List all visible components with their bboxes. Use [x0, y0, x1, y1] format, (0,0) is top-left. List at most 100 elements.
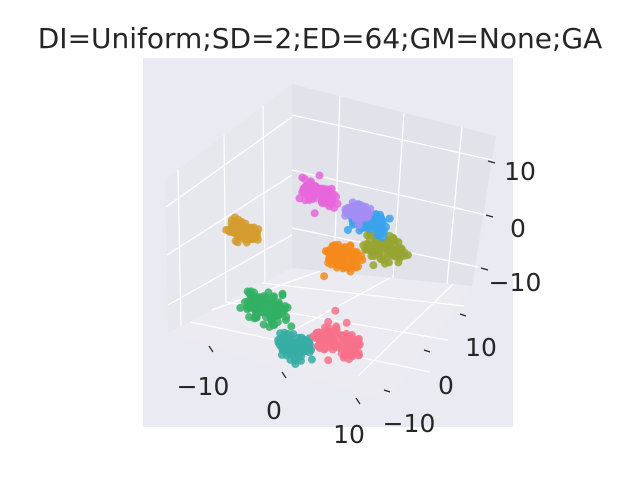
data-point — [394, 238, 403, 247]
data-point — [364, 212, 373, 221]
data-point — [327, 197, 336, 206]
y-tick-label: −10 — [383, 409, 436, 438]
data-point — [302, 346, 311, 355]
data-point — [385, 214, 394, 223]
data-point — [357, 204, 366, 213]
data-point — [337, 259, 346, 268]
data-point — [256, 299, 265, 308]
data-point — [331, 306, 340, 315]
data-point — [331, 343, 339, 352]
data-point — [230, 229, 239, 237]
data-point — [287, 322, 296, 331]
data-point — [277, 350, 286, 359]
data-point — [332, 322, 341, 331]
data-point — [346, 247, 355, 255]
data-point — [275, 339, 284, 347]
scatter-points — [222, 171, 412, 368]
data-point — [354, 253, 362, 262]
data-point — [296, 356, 305, 365]
data-point — [369, 261, 378, 270]
x-tick-label: 0 — [266, 396, 282, 425]
data-point — [301, 196, 310, 205]
data-point — [280, 328, 289, 337]
pane-back — [292, 84, 496, 286]
data-point — [343, 226, 352, 234]
data-point — [255, 293, 263, 302]
data-point — [300, 185, 309, 194]
data-point — [350, 262, 358, 271]
data-point — [239, 229, 248, 238]
data-point — [320, 189, 329, 198]
data-point — [290, 338, 299, 347]
data-point — [350, 343, 359, 352]
data-point — [236, 303, 245, 312]
data-point — [334, 247, 342, 256]
data-point — [386, 244, 394, 253]
data-point — [242, 238, 251, 247]
pane-left — [165, 84, 292, 333]
data-point — [359, 241, 368, 250]
data-point — [319, 329, 328, 338]
data-point — [354, 351, 363, 360]
data-point — [278, 291, 287, 300]
x-tick-label: −10 — [177, 372, 230, 401]
data-point — [330, 190, 339, 199]
data-point — [264, 298, 273, 307]
data-point — [367, 225, 375, 233]
data-point — [374, 244, 383, 253]
data-point — [222, 225, 231, 234]
data-point — [270, 321, 279, 329]
data-point — [269, 293, 278, 302]
y-tick-label: 0 — [438, 371, 454, 400]
data-point — [234, 215, 243, 224]
data-point — [394, 244, 403, 253]
z-tick-label: 10 — [504, 157, 536, 186]
data-point — [247, 287, 255, 296]
data-point — [351, 214, 360, 223]
data-point — [264, 288, 273, 297]
tick-marks — [208, 160, 496, 405]
data-point — [315, 171, 324, 180]
tick-labels: −10 0 10 −10 0 10 10 0 −10 — [177, 157, 542, 449]
data-point — [244, 224, 253, 233]
data-point — [298, 173, 307, 182]
data-point — [324, 356, 333, 365]
data-point — [301, 340, 310, 349]
data-point — [366, 241, 375, 250]
data-point — [342, 318, 351, 327]
data-point — [388, 235, 396, 244]
data-point — [394, 258, 403, 267]
data-point — [227, 219, 236, 228]
data-point — [325, 251, 334, 260]
data-point — [404, 251, 412, 260]
data-point — [368, 249, 377, 258]
y-tick-label: 10 — [465, 333, 497, 362]
data-point — [286, 355, 295, 364]
data-point — [259, 320, 268, 329]
data-point — [266, 313, 275, 322]
z-tick-label: −10 — [489, 268, 542, 297]
data-point — [324, 317, 333, 326]
data-point — [343, 206, 352, 215]
data-point — [290, 346, 299, 355]
data-point — [245, 301, 254, 310]
data-point — [310, 209, 319, 218]
data-point — [324, 337, 333, 345]
data-point — [327, 260, 336, 269]
data-point — [341, 347, 350, 356]
data-point — [331, 329, 340, 338]
data-point — [309, 192, 318, 201]
x-tick-label: 10 — [333, 420, 365, 449]
data-point — [306, 177, 315, 186]
data-point — [333, 199, 342, 208]
data-point — [375, 217, 384, 226]
z-tick-label: 0 — [510, 214, 526, 243]
data-point — [348, 253, 357, 262]
data-point — [316, 344, 325, 353]
data-point — [346, 352, 355, 361]
data-point — [383, 253, 392, 262]
data-point — [278, 308, 287, 317]
data-point — [380, 228, 388, 236]
data-point — [250, 314, 259, 323]
